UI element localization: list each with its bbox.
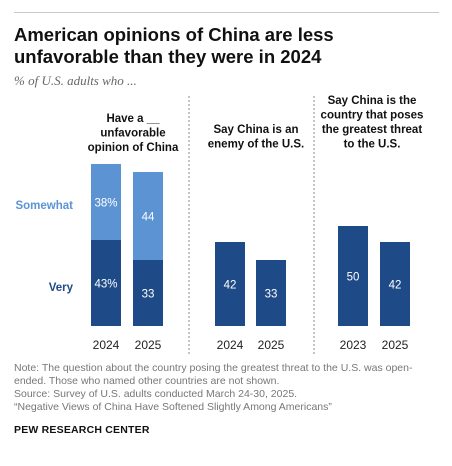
source-line: Source: Survey of U.S. adults conducted … [14, 388, 298, 400]
data-label: 42 [224, 280, 237, 292]
bar-very [215, 242, 245, 326]
brand-logo-text: PEW RESEARCH CENTER [14, 424, 150, 436]
x-tick-label: 2025 [135, 338, 162, 352]
note-line: ended. Those who named other countries a… [14, 375, 280, 387]
chart-area: Somewhat Very Have a __ unfavorable opinion … [15, 95, 424, 356]
chart-title: American opinions of China are less unfa… [14, 24, 334, 67]
data-label: 50 [347, 272, 360, 284]
row-label-very: Very [49, 282, 74, 294]
x-tick-label: 2025 [382, 338, 409, 352]
bar-somewhat [133, 172, 163, 260]
panel-title-line: Say China is the [328, 95, 417, 107]
data-label: 33 [142, 289, 155, 301]
panel-title-line: the greatest threat [322, 124, 423, 136]
data-label: 33 [265, 289, 278, 301]
chart-subtitle: % of U.S. adults who ... [14, 73, 137, 88]
data-label: 44 [142, 212, 155, 224]
panel-title-line: to the U.S. [344, 139, 401, 151]
row-label-somewhat: Somewhat [15, 200, 73, 212]
panel-title-line: opinion of China [88, 142, 179, 154]
x-tick-label: 2023 [340, 338, 367, 352]
bar-very [133, 260, 163, 326]
bar-very [338, 226, 368, 326]
panel-title-line: country that poses [321, 110, 424, 122]
note-line: Note: The question about the country pos… [14, 362, 413, 374]
x-tick-label: 2024 [93, 338, 120, 352]
chart-note: Note: The question about the country pos… [14, 362, 439, 414]
report-title-line: “Negative Views of China Have Softened S… [14, 401, 332, 413]
bar-very [380, 242, 410, 326]
x-tick-label: 2025 [258, 338, 285, 352]
x-tick-label: 2024 [217, 338, 244, 352]
bar-somewhat [91, 164, 121, 240]
panel-title-line: enemy of the U.S. [208, 139, 305, 151]
top-rule [14, 12, 439, 13]
bar-very [256, 260, 286, 326]
data-label: 42 [389, 280, 402, 292]
data-label: 38% [94, 198, 117, 210]
panel-title-line: Say China is an [213, 124, 298, 136]
panel-title-line: Have a __ [106, 113, 160, 125]
panel-title-line: unfavorable [100, 128, 165, 140]
data-label: 43% [94, 279, 117, 291]
bar-very [91, 240, 121, 326]
